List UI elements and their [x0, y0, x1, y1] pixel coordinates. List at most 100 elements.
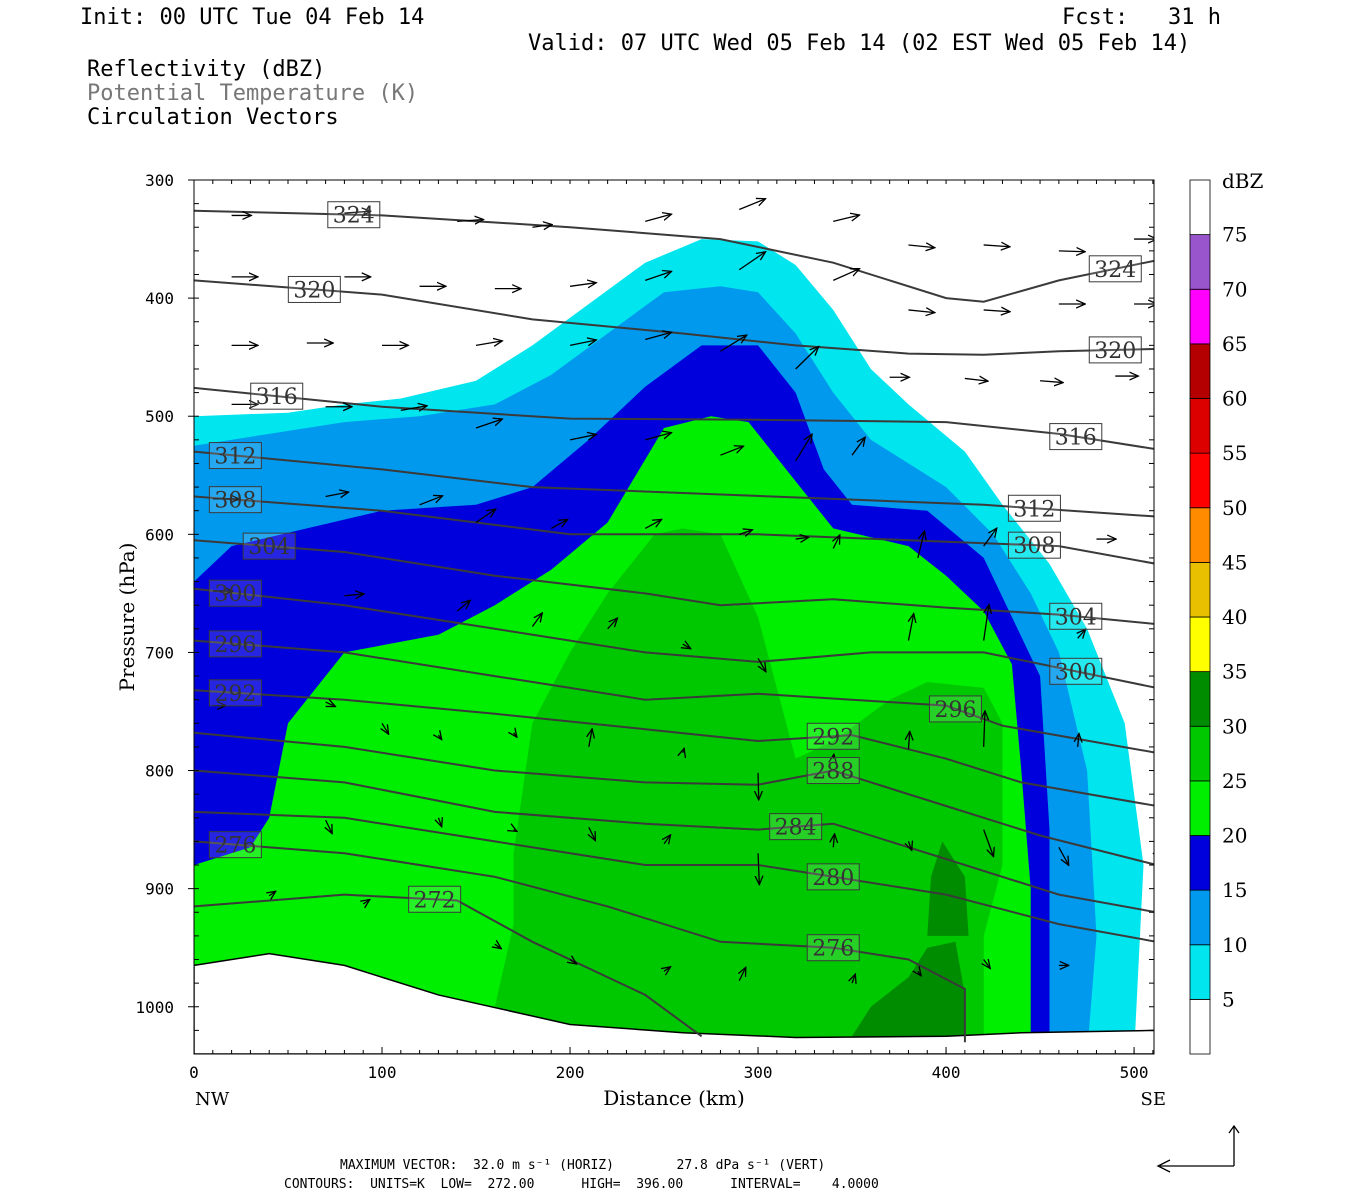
circulation-vector	[758, 772, 759, 800]
circulation-vector	[664, 967, 671, 972]
colorbar-tick-label: 55	[1222, 441, 1247, 465]
isentrope-308	[194, 495, 1154, 565]
circulation-vector	[1058, 251, 1085, 252]
circulation-vector	[984, 960, 991, 969]
circulation-vector	[457, 220, 483, 222]
colorbar-swatch	[1189, 561, 1211, 618]
contour-label: 320	[293, 278, 335, 303]
y-tick-label: 500	[145, 407, 174, 426]
circulation-vector	[984, 711, 985, 747]
circulation-vector	[569, 340, 596, 345]
reflectivity-region-30	[927, 841, 969, 936]
circulation-vector	[344, 211, 370, 213]
circulation-vector	[795, 537, 809, 539]
colorbar-tick-label: 20	[1222, 824, 1247, 848]
circulation-vector	[325, 702, 336, 707]
init-time: Init: 00 UTC Tue 04 Feb 14	[80, 5, 425, 30]
y-axis-label: Pressure (hPa)	[115, 543, 139, 692]
contour-label-box	[769, 813, 823, 841]
x-tick-label: 300	[744, 1063, 773, 1082]
y-tick-label: 300	[145, 171, 174, 190]
contour-label: 308	[1013, 534, 1055, 559]
contour-label: 300	[214, 582, 256, 607]
circulation-vector	[325, 492, 349, 497]
circulation-vector	[438, 818, 441, 827]
x-tick-label: 200	[556, 1063, 585, 1082]
colorbar-swatch	[1189, 179, 1211, 236]
circulation-vector	[739, 967, 746, 982]
contour-label: 296	[934, 698, 976, 723]
endpoint-left-label: NW	[195, 1089, 230, 1110]
circulation-vector	[983, 528, 997, 547]
contour-label: 320	[1094, 339, 1136, 364]
x-tick-label: 0	[189, 1063, 199, 1082]
contour-label-box	[1007, 531, 1061, 559]
contour-label: 296	[214, 633, 256, 658]
circulation-vector	[852, 974, 855, 983]
circulation-vector	[531, 613, 542, 627]
colorbar-swatch	[1189, 507, 1211, 563]
contour-label: 284	[775, 816, 817, 841]
isentrope-320	[194, 279, 1154, 356]
forecast-hour: Fcst: 31 h	[1062, 5, 1221, 30]
colorbar-tick-label: 10	[1222, 933, 1247, 957]
colorbar-tick-label: 30	[1222, 714, 1247, 738]
colorbar-swatch	[1189, 398, 1211, 454]
circulation-vector	[645, 271, 671, 282]
circulation-vector	[739, 530, 752, 535]
colorbar-swatch	[1189, 835, 1211, 891]
colorbar-swatch	[1189, 234, 1211, 290]
endpoint-right-label: SE	[1141, 1089, 1166, 1110]
isentrope-284	[194, 769, 1154, 913]
contour-label: 304	[248, 535, 290, 560]
colorbar: 5 10 15 20 25 30 35 40 45 50 55 60 65 70 75 dBZ	[1189, 169, 1264, 1055]
colorbar-tick-label: 75	[1222, 223, 1247, 247]
circulation-vector	[1078, 733, 1079, 747]
circulation-vector	[644, 519, 661, 529]
contour-label: 304	[1055, 605, 1097, 630]
max-vector-note: MAXIMUM VECTOR: 32.0 m s⁻¹ (HORIZ) 27.8 …	[340, 1158, 826, 1173]
contour-label-box	[242, 532, 296, 560]
contour-label-box	[806, 863, 860, 891]
contour-label-box	[208, 679, 262, 707]
circulation-vector	[645, 214, 671, 222]
circulation-vector	[1058, 846, 1069, 865]
circulation-vector	[683, 644, 691, 649]
circulation-vector	[983, 829, 994, 857]
isentrope-276	[194, 840, 966, 1043]
circulation-vector	[589, 826, 596, 841]
valid-time: Valid: 07 UTC Wed 05 Feb 14 (02 EST Wed …	[528, 31, 1191, 56]
circulation-vector	[738, 252, 765, 271]
contour-label: 316	[1055, 426, 1097, 451]
contour-label-box	[1088, 336, 1142, 364]
circulation-vector	[550, 519, 567, 529]
circulation-vector	[1040, 381, 1063, 383]
circulation-vector	[344, 594, 364, 596]
colorbar-tick-label: 50	[1222, 496, 1247, 520]
colorbar-swatch	[1189, 671, 1211, 727]
isentrope-304	[194, 539, 1154, 625]
isentrope-272	[194, 893, 703, 1038]
colorbar-swatch	[1189, 998, 1211, 1055]
colorbar-swatch	[1189, 616, 1211, 673]
colorbar-tick-label: 70	[1222, 277, 1247, 301]
colorbar-tick-label: 5	[1222, 987, 1235, 1011]
circulation-vector	[1152, 852, 1154, 855]
contour-label-box	[1049, 657, 1103, 685]
x-axis-label: Distance (km)	[603, 1086, 745, 1110]
contour-label-box	[806, 757, 860, 785]
field-circulation-vectors: Circulation Vectors	[87, 105, 339, 130]
contour-label: 324	[1094, 258, 1136, 283]
circulation-vector	[570, 960, 577, 965]
colorbar-swatch	[1189, 452, 1211, 509]
contour-label-box	[1049, 423, 1103, 451]
circulation-vector	[833, 535, 840, 549]
colorbar-swatch	[1189, 780, 1211, 836]
contour-label-box	[806, 722, 860, 750]
colorbar-tick-label: 45	[1222, 550, 1247, 574]
circulation-vector	[438, 735, 441, 740]
circulation-vector	[589, 729, 592, 748]
reflectivity-region-25	[494, 528, 1003, 1054]
reflectivity-region-30	[852, 941, 965, 1043]
